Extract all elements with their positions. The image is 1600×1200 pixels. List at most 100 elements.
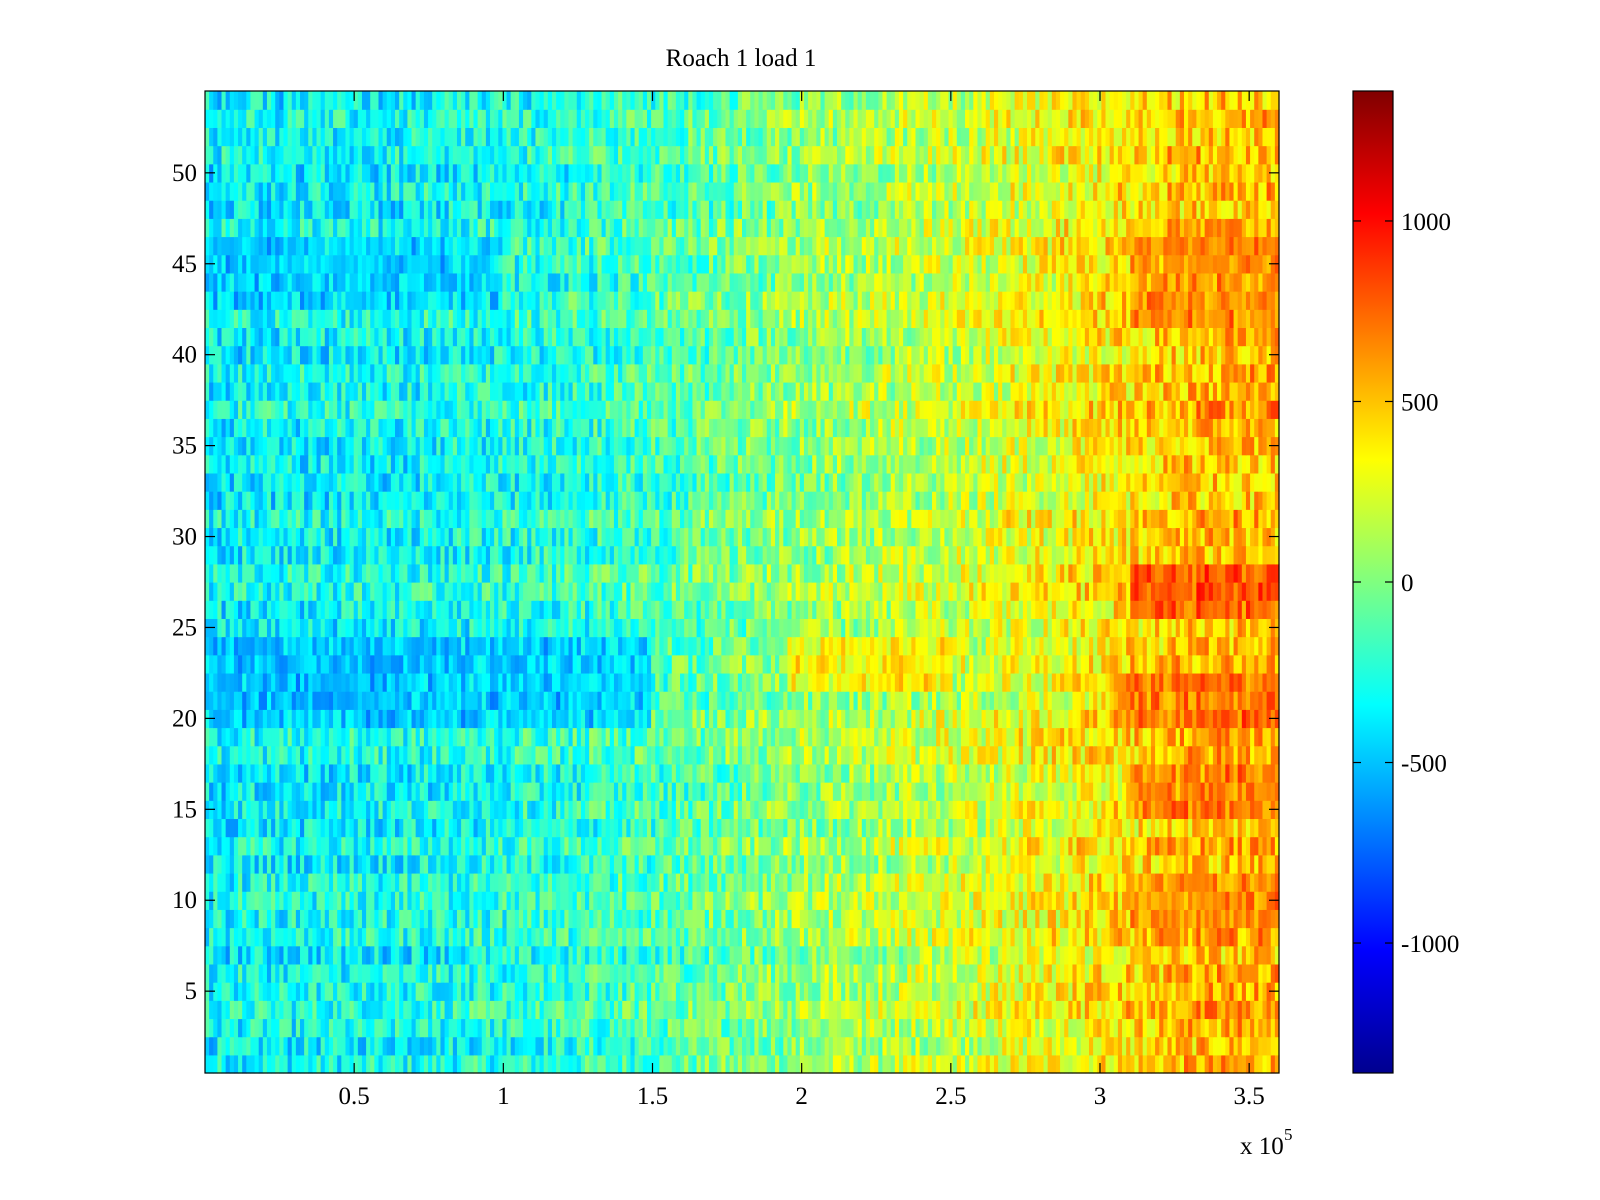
heatmap-cell [903,1018,908,1038]
heatmap-cell [279,709,285,729]
heatmap-cell [940,1036,946,1056]
heatmap-cell [766,854,772,874]
heatmap-cell [399,1054,404,1074]
heatmap-cell [333,909,338,929]
heatmap-cell [973,854,979,874]
heatmap-cell [254,909,260,929]
heatmap-cell [808,1036,813,1056]
heatmap-cell [345,854,351,874]
heatmap-cell [1175,872,1181,892]
heatmap-cell [320,836,326,856]
heatmap-cell [725,1054,731,1074]
heatmap-cell [717,854,722,874]
heatmap-cell [415,1036,421,1056]
heatmap-cell [221,872,227,892]
heatmap-cell [233,818,239,838]
heatmap-cell [613,763,619,783]
heatmap-cell [671,782,677,801]
heatmap-cell [977,818,983,838]
heatmap-cell [1043,927,1049,947]
heatmap-cell [382,745,388,765]
heatmap-cell [1159,1018,1164,1038]
heatmap-cell [791,745,797,765]
heatmap-cell [411,854,417,874]
heatmap-cell [828,909,834,929]
heatmap-cell [432,854,437,874]
heatmap-cell [469,909,475,929]
heatmap-cell [808,891,813,910]
heatmap-cell [993,982,999,1001]
heatmap-cell [1221,963,1226,983]
heatmap-cell [258,818,264,838]
heatmap-cell [242,800,247,820]
heatmap-cell [746,745,751,765]
heatmap-cell [886,982,892,1001]
heatmap-cell [490,1018,495,1038]
heatmap-cell [1031,745,1036,765]
heatmap-cell [998,982,1003,1001]
heatmap-cell [386,854,392,874]
heatmap-cell [754,982,760,1001]
heatmap-cell [911,1000,917,1020]
heatmap-cell [213,891,218,910]
heatmap-cell [225,818,231,838]
heatmap-cell [502,836,508,856]
heatmap-cell [407,1054,413,1074]
heatmap-cell [1126,982,1131,1001]
heatmap-cell [758,1000,764,1020]
heatmap-cell [1117,927,1123,947]
heatmap-cell [1055,1054,1061,1074]
heatmap-cell [1179,745,1185,765]
heatmap-cell [837,1000,842,1020]
heatmap-cell [613,963,619,983]
heatmap-cell [1175,909,1181,929]
heatmap-cell [1208,945,1214,965]
heatmap-cell [758,945,764,965]
heatmap-cell [390,1054,396,1074]
heatmap-cell [345,1054,351,1074]
heatmap-cell [308,1000,313,1020]
heatmap-cell [266,1000,272,1020]
heatmap-cell [832,763,838,783]
heatmap-cell [1217,854,1222,874]
heatmap-cell [1183,763,1189,783]
heatmap-cell [527,982,532,1001]
heatmap-cell [320,818,326,838]
heatmap-cell [399,909,404,929]
heatmap-cell [485,763,491,783]
heatmap-cell [324,1000,330,1020]
heatmap-cell [1150,982,1156,1001]
heatmap-cell [779,1054,784,1074]
heatmap-cell [258,963,264,983]
heatmap-cell [1010,745,1016,765]
heatmap-cell [440,872,446,892]
heatmap-cell [229,818,235,838]
heatmap-cell [1068,1000,1074,1020]
heatmap-cell [1200,945,1206,965]
heatmap-cell [1254,982,1259,1001]
heatmap-cell [415,927,421,947]
heatmap-cell [663,763,669,783]
heatmap-cell [275,1036,280,1056]
heatmap-cell [1134,945,1140,965]
heatmap-cell [258,872,264,892]
heatmap-cell [605,982,611,1001]
heatmap-cell [1134,1018,1140,1038]
heatmap-cell [1262,1054,1268,1074]
heatmap-cell [1039,782,1045,801]
heatmap-cell [1188,945,1193,965]
heatmap-cell [1117,982,1123,1001]
heatmap-cell [444,963,450,983]
heatmap-cell [551,963,557,983]
heatmap-cell [217,891,223,910]
heatmap-cell [717,745,722,765]
heatmap-cell [523,1054,528,1074]
heatmap-cell [279,909,285,929]
heatmap-cell [915,1018,921,1038]
heatmap-cell [886,945,892,965]
heatmap-cell [803,782,809,801]
heatmap-cell [395,1036,400,1056]
heatmap-cell [258,1036,264,1056]
heatmap-cell [324,854,330,874]
heatmap-cell [246,1018,252,1038]
